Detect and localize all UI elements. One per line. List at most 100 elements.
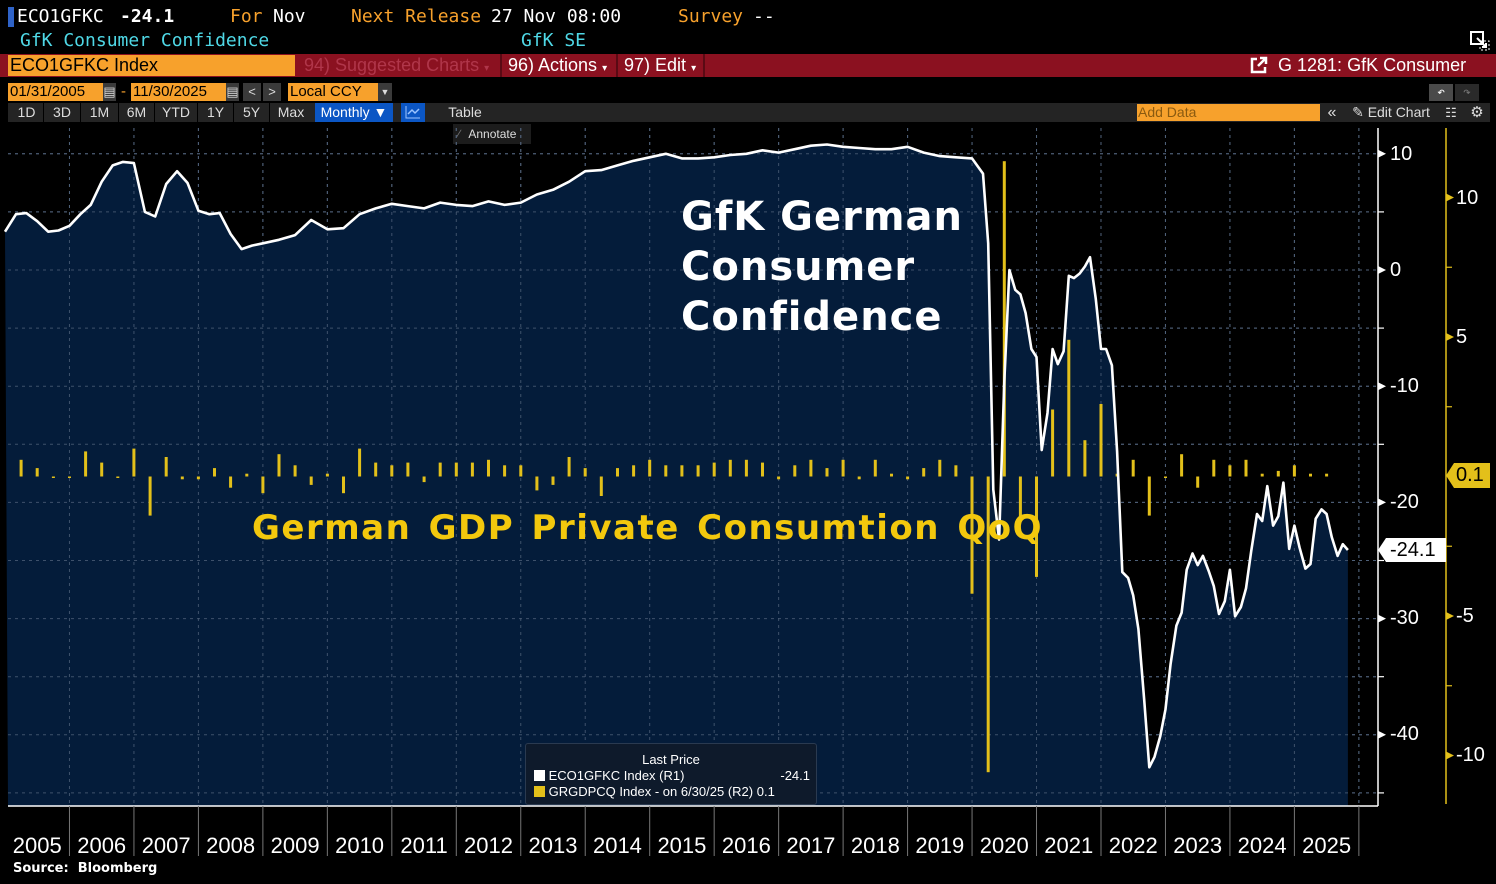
chevron-down-icon: ▾ xyxy=(484,63,490,74)
calendar-icon[interactable]: ▤ xyxy=(226,83,239,101)
gdp-bar xyxy=(1131,459,1135,477)
chart xyxy=(3,128,1454,856)
legend-label: GRGDPCQ Index - on 6/30/25 (R2) xyxy=(548,784,754,799)
toolbar-divider xyxy=(154,103,155,122)
gdp-bar xyxy=(970,476,974,594)
gdp-bar xyxy=(1180,454,1184,477)
security-input[interactable]: ECO1GFKC Index xyxy=(8,55,295,76)
annotate-button[interactable]: ∕ Annotate xyxy=(453,124,531,144)
source-note: Source: Bloomberg xyxy=(13,861,158,876)
gdp-bar xyxy=(358,448,362,477)
period-ytd[interactable]: YTD xyxy=(162,104,190,120)
suggested-charts-menu[interactable]: 94) Suggested Charts ▾ xyxy=(304,54,489,77)
next-period-button[interactable]: > xyxy=(263,83,281,101)
gdp-bar xyxy=(454,462,458,477)
period-6m[interactable]: 6M xyxy=(126,104,147,120)
legend-swatch xyxy=(534,770,545,781)
source-org: GfK SE xyxy=(521,30,587,51)
gdp-bar xyxy=(696,465,700,477)
gdp-annotation: German GDP Private Consumtion QoQ xyxy=(252,508,1043,548)
collapse-icon[interactable]: « xyxy=(1327,104,1337,121)
period-3d[interactable]: 3D xyxy=(53,104,71,120)
gdp-bar xyxy=(954,465,958,477)
x-tick-label: 2008 xyxy=(206,833,256,858)
toolbar-divider xyxy=(118,103,119,122)
menu-divider xyxy=(703,54,705,77)
r1-tick-label: -20 xyxy=(1390,491,1419,513)
previous-period-button[interactable]: < xyxy=(243,83,261,101)
edit-chart-button[interactable]: ✎ Edit Chart xyxy=(1345,103,1437,122)
date-dash: - xyxy=(121,83,126,100)
undo-button[interactable]: ↶ xyxy=(1429,84,1453,101)
r1-tick-label: -10 xyxy=(1390,375,1419,397)
r2-last-value: 0.1 xyxy=(1456,464,1484,486)
toolbar-divider xyxy=(80,103,81,122)
gdp-bar xyxy=(777,476,781,480)
gdp-bar xyxy=(293,465,297,477)
series-description: GfK Consumer Confidence xyxy=(20,30,270,51)
period-max[interactable]: Max xyxy=(277,104,305,120)
pencil-icon: ✎ xyxy=(1352,104,1364,120)
gdp-bar xyxy=(1260,473,1264,477)
x-tick-label: 2007 xyxy=(141,833,191,858)
period-1m[interactable]: 1M xyxy=(89,104,110,120)
gdp-bar xyxy=(551,476,555,485)
x-tick-label: 2010 xyxy=(335,833,385,858)
actions-menu[interactable]: 96) Actions ▾ xyxy=(508,54,607,77)
gdp-bar xyxy=(825,468,829,477)
edit-menu[interactable]: 97) Edit ▾ xyxy=(624,54,696,77)
period-1y[interactable]: 1Y xyxy=(206,104,225,120)
x-tick-label: 2012 xyxy=(464,833,513,858)
r2-tick-label: -5 xyxy=(1456,605,1474,627)
gdp-bar xyxy=(616,468,619,477)
r1-major-tick xyxy=(1378,498,1386,507)
frequency-select[interactable]: Monthly ▼ xyxy=(315,103,393,122)
survey-value: -- xyxy=(753,6,775,27)
end-date-input[interactable]: 11/30/2025 xyxy=(131,83,226,101)
period-5y[interactable]: 5Y xyxy=(242,104,261,120)
confidence-area xyxy=(5,144,1348,806)
popout-window-icon[interactable] xyxy=(1470,31,1490,51)
x-tick-label: 2017 xyxy=(786,833,836,858)
legend-title: Last Price xyxy=(642,752,700,767)
gdp-bar xyxy=(1212,459,1216,477)
chart-settings-icon[interactable]: ☷ xyxy=(1445,105,1457,120)
gdp-bar xyxy=(728,459,732,477)
start-date-input[interactable]: 01/31/2005 xyxy=(8,83,103,101)
r1-tick-label: 10 xyxy=(1390,143,1413,165)
r2-tick-label: -10 xyxy=(1456,744,1485,766)
legend-item[interactable]: ECO1GFKC Index (R1) -24.1 xyxy=(534,768,810,784)
chart-id-link[interactable]: G 1281: GfK Consumer xyxy=(1250,54,1466,77)
gdp-bar xyxy=(51,476,55,478)
x-tick-label: 2011 xyxy=(400,833,448,858)
confidence-line xyxy=(3,143,1349,769)
suggested-charts-label: 94) Suggested Charts xyxy=(304,55,480,75)
gdp-bar xyxy=(438,462,442,477)
gdp-bar xyxy=(793,465,797,477)
edit-chart-label: Edit Chart xyxy=(1367,104,1430,120)
chevron-down-icon: ▾ xyxy=(691,63,697,74)
currency-dropdown-icon[interactable]: ▼ xyxy=(378,83,392,101)
gdp-bar xyxy=(1244,459,1248,477)
legend-label: ECO1GFKC Index (R1) xyxy=(548,768,685,783)
external-link-icon xyxy=(1250,56,1268,74)
last-value: -24.1 xyxy=(120,6,175,27)
gdp-bar xyxy=(470,462,474,477)
period-1d[interactable]: 1D xyxy=(17,104,36,120)
gdp-bar xyxy=(1018,476,1022,522)
redo-button[interactable]: ↷ xyxy=(1455,84,1479,101)
gdp-bar xyxy=(1196,476,1200,488)
line-chart-icon[interactable] xyxy=(401,103,425,122)
add-data-input[interactable]: Add Data xyxy=(1137,104,1320,121)
r2-major-tick xyxy=(1446,612,1454,620)
gdp-bar xyxy=(906,476,910,480)
calendar-icon[interactable]: ▤ xyxy=(103,83,116,101)
gdp-bar xyxy=(873,459,877,477)
legend-item[interactable]: GRGDPCQ Index - on 6/30/25 (R2) 0.1 xyxy=(534,784,810,800)
gdp-bar xyxy=(1325,473,1329,477)
gdp-bar xyxy=(648,459,652,477)
table-button[interactable]: Table xyxy=(448,104,482,120)
gdp-bar xyxy=(519,465,523,477)
currency-select[interactable]: Local CCY xyxy=(288,83,378,101)
gear-icon[interactable]: ⚙ xyxy=(1470,104,1484,121)
